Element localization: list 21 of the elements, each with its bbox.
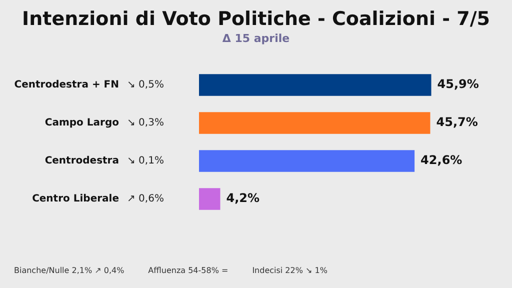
- chart-subtitle: Δ 15 aprile: [221, 32, 291, 45]
- chart-title: Intenzioni di Voto Politiche - Coalizioni - 7/5: [21, 8, 491, 30]
- data-label: 42,6%: [420, 153, 462, 168]
- data-label: 4,2%: [226, 191, 260, 206]
- text: ↘ 0,1%: [127, 156, 164, 167]
- text: ↗ 0,6%: [127, 194, 164, 205]
- y-tick-label: Campo Largo: [44, 118, 120, 129]
- bar: [199, 188, 220, 210]
- bar: [199, 74, 432, 96]
- text: ↘ 0,5%: [127, 80, 164, 91]
- text: Affluenza 54-58% =: [148, 266, 228, 275]
- y-tick-label: Centrodestra + FN: [14, 80, 119, 91]
- text: Indecisi 22% ↘ 1%: [252, 266, 328, 275]
- bar: [199, 150, 415, 172]
- y-tick-label: Centro Liberale: [32, 194, 120, 205]
- text: ↘ 0,3%: [127, 118, 164, 129]
- data-label: 45,7%: [436, 115, 478, 130]
- y-tick-label: Centrodestra: [44, 156, 119, 167]
- text: Bianche/Nulle 2,1% ↗ 0,4%: [14, 266, 124, 275]
- data-label: 45,9%: [437, 77, 479, 92]
- bar: [199, 112, 430, 134]
